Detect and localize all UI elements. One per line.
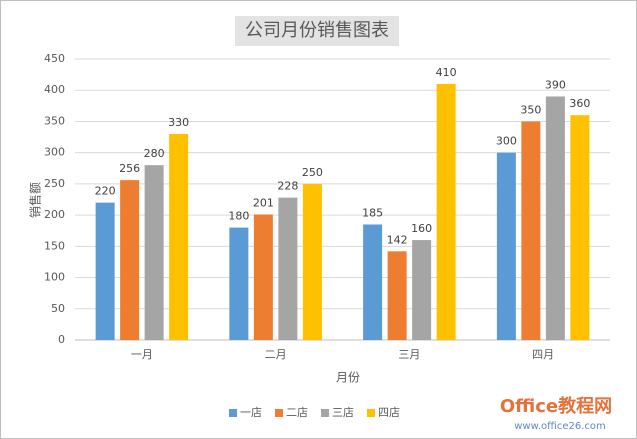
- data-label: 280: [144, 147, 165, 160]
- y-tick-label: 350: [44, 114, 65, 127]
- bar: [278, 197, 298, 340]
- chart-title: 公司月份销售图表: [245, 20, 389, 41]
- data-label: 250: [302, 166, 323, 179]
- y-tick-label: 0: [58, 333, 65, 346]
- y-axis-title: 销售额: [28, 182, 43, 218]
- bar: [412, 240, 432, 340]
- bar: [253, 214, 273, 340]
- legend-swatch: [229, 409, 237, 417]
- data-label: 410: [436, 66, 457, 79]
- legend-swatch: [367, 409, 375, 417]
- title-box: [235, 16, 399, 46]
- watermark-url: www.office26.com: [514, 421, 606, 432]
- x-tick-label: 二月: [265, 348, 287, 361]
- y-tick-label: 100: [44, 271, 65, 284]
- watermark-title: Office教程网: [500, 395, 612, 417]
- bar: [387, 251, 407, 340]
- bar: [144, 165, 164, 340]
- y-tick-label: 300: [44, 146, 65, 159]
- x-tick-label: 三月: [398, 348, 420, 361]
- data-label: 220: [95, 185, 116, 198]
- bar: [436, 83, 456, 340]
- bar: [545, 96, 565, 340]
- data-label: 180: [228, 210, 249, 223]
- legend-label: 四店: [378, 405, 400, 419]
- legend-swatch: [275, 409, 283, 417]
- y-tick-label: 50: [51, 302, 65, 315]
- x-tick-label: 四月: [532, 348, 554, 361]
- legend-label: 一店: [240, 405, 262, 419]
- data-label: 160: [411, 222, 432, 235]
- data-label: 201: [253, 196, 274, 209]
- bar: [95, 202, 115, 340]
- x-tick-label: 一月: [131, 348, 153, 361]
- y-tick-label: 450: [44, 52, 65, 65]
- data-label: 256: [119, 162, 140, 175]
- data-label: 300: [496, 135, 517, 148]
- legend-swatch: [321, 409, 329, 417]
- data-label: 350: [520, 103, 541, 116]
- data-label: 390: [545, 78, 566, 91]
- data-label: 142: [387, 233, 408, 246]
- bar: [229, 227, 249, 340]
- bar: [521, 121, 541, 340]
- data-label: 185: [362, 206, 383, 219]
- legend-label: 三店: [332, 405, 354, 419]
- x-axis-title: 月份: [336, 371, 360, 385]
- y-tick-label: 150: [44, 239, 65, 252]
- bar: [120, 180, 140, 340]
- y-tick-label: 400: [44, 83, 65, 96]
- legend-label: 二店: [286, 405, 308, 419]
- y-tick-label: 200: [44, 208, 65, 221]
- data-label: 228: [277, 180, 298, 193]
- data-label: 330: [168, 116, 189, 129]
- bar: [169, 133, 189, 340]
- bar: [363, 224, 383, 340]
- bar: [302, 183, 322, 340]
- bar: [570, 115, 590, 340]
- bar: [496, 152, 516, 340]
- data-label: 360: [569, 97, 590, 110]
- y-tick-label: 250: [44, 177, 65, 190]
